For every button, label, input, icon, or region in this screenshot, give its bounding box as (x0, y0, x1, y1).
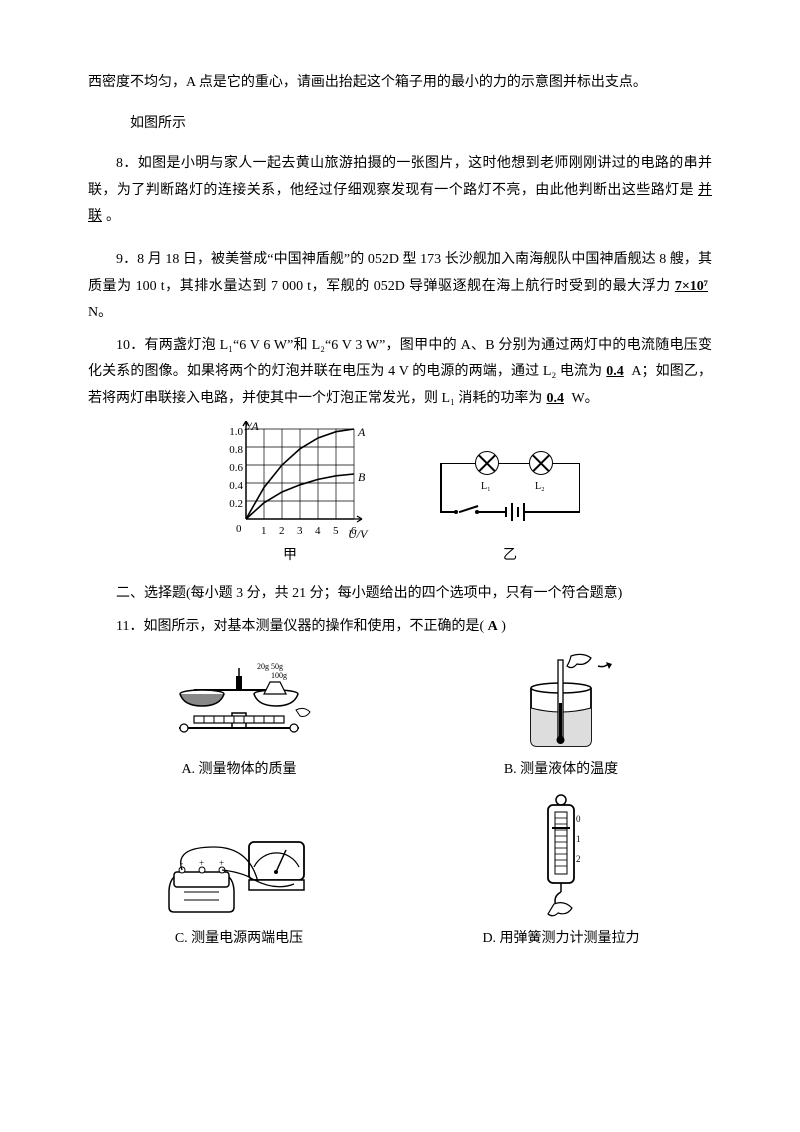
q10-chart: I/AU/V1234560.20.40.60.81.00AB (210, 421, 370, 541)
q9-answer: 7×10⁷ (671, 279, 712, 294)
svg-text:0: 0 (576, 814, 581, 824)
q8: 8．如图是小明与家人一起去黄山旅游拍摄的一张图片，这时他想到老师刚刚讲过的电路的… (88, 151, 712, 231)
q11-stem-b: ) (498, 619, 506, 634)
voltmeter-icon: - + + (154, 822, 324, 922)
q10-circuit-caption: 乙 (503, 543, 517, 570)
q11-b-caption: B. 测量液体的温度 (504, 757, 618, 784)
q11-opt-c: - + + C. 测量电源两端电压 (88, 792, 390, 953)
q10-chart-caption: 甲 (283, 543, 297, 570)
section2-heading: 二、选择题(每小题 3 分，共 21 分；每小题给出的四个选项中，只有一个符合题… (88, 581, 712, 608)
lamp2-label: L₂ (535, 477, 545, 496)
q10: 10．有两盏灯泡 L₁“6 V 6 W”和 L₂“6 V 3 W”，图甲中的 A… (88, 333, 712, 413)
q11-options: 100g 20g 50g A. 测量物体的质量 (88, 648, 712, 952)
svg-text:1: 1 (576, 834, 581, 844)
balance-scale-icon: 100g 20g 50g (154, 658, 324, 753)
q9-text-b: N。 (88, 305, 112, 320)
thermometer-beaker-icon (486, 648, 636, 753)
q11-opt-b: B. 测量液体的温度 (410, 648, 712, 784)
q10-ans2: 0.4 (542, 391, 568, 406)
q7-fragment: 西密度不均匀，A 点是它的重心，请画出抬起这个箱子用的最小的力的示意图并标出支点… (88, 70, 712, 97)
svg-text:2: 2 (576, 854, 581, 864)
q10-pc: W。 (568, 391, 599, 406)
q11-stem-a: 11．如图所示，对基本测量仪器的操作和使用，不正确的是( (116, 619, 488, 634)
spring-scale-icon: 0 1 2 (506, 792, 616, 922)
q11-a-caption: A. 测量物体的质量 (181, 757, 296, 784)
q11-answer: A (488, 619, 498, 634)
svg-text:100g: 100g (271, 671, 287, 680)
q9-text-a: 9．8 月 18 日，被美誉成“中国神盾舰”的 052D 型 173 长沙舰加入… (88, 252, 712, 294)
svg-text:20g 50g: 20g 50g (257, 662, 283, 671)
svg-text:+: + (199, 858, 204, 868)
q11-c-caption: C. 测量电源两端电压 (175, 926, 303, 953)
q8-text-b: 。 (106, 209, 120, 224)
q10-ans1: 0.4 (602, 364, 628, 379)
lamp1-label: L₁ (481, 477, 491, 496)
q11-opt-a: 100g 20g 50g A. 测量物体的质量 (88, 648, 390, 784)
q9: 9．8 月 18 日，被美誉成“中国神盾舰”的 052D 型 173 长沙舰加入… (88, 247, 712, 327)
q10-circuit-box: L₁ L₂ (430, 431, 590, 570)
q7-answer: 如图所示 (88, 111, 712, 138)
q10-figures: I/AU/V1234560.20.40.60.81.00AB 甲 L₁ L₂ (88, 421, 712, 570)
q11-opt-d: 0 1 2 D. 用弹簧测力计测量拉力 (410, 792, 712, 953)
q10-chart-box: I/AU/V1234560.20.40.60.81.00AB 甲 (210, 421, 370, 570)
q11-d-caption: D. 用弹簧测力计测量拉力 (482, 926, 639, 953)
svg-text:+: + (219, 858, 224, 868)
q10-circuit: L₁ L₂ (430, 431, 590, 541)
q11-stem: 11．如图所示，对基本测量仪器的操作和使用，不正确的是( A ) (88, 614, 712, 641)
q8-text-a: 8．如图是小明与家人一起去黄山旅游拍摄的一张图片，这时他想到老师刚刚讲过的电路的… (88, 156, 712, 198)
